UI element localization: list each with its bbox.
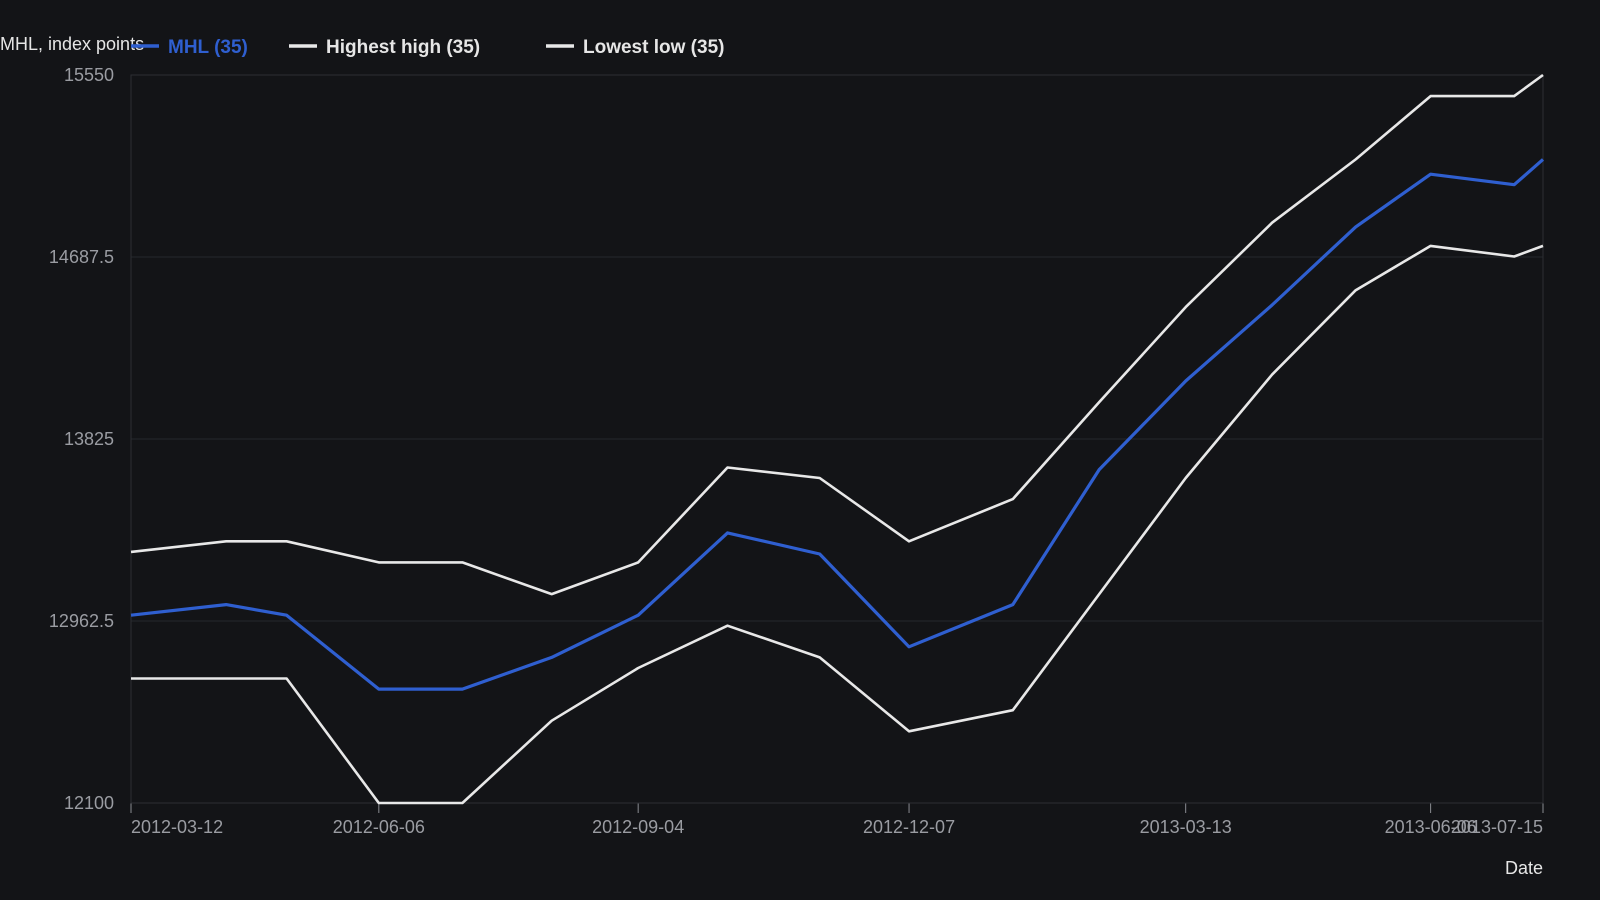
legend-label: Lowest low (35) (583, 37, 724, 58)
x-axis-title: Date (1505, 858, 1543, 878)
y-axis-ticks: 12100 12962.5 13825 14687.5 15550 (49, 65, 114, 813)
x-tick-label: 2012-12-07 (863, 817, 955, 837)
x-tick-label: 2012-09-04 (592, 817, 684, 837)
series-line-lowest-low-35 (131, 244, 1544, 805)
series-lines (130, 73, 1545, 805)
y-tick-label: 12962.5 (49, 611, 114, 631)
grid-lines (131, 74, 1543, 804)
legend-item-3[interactable]: Lowest low (35) (546, 37, 724, 58)
y-tick-label: 12100 (64, 793, 114, 813)
legend-item-1[interactable]: MHL (35) (131, 37, 248, 58)
y-tick-label: 14687.5 (49, 247, 114, 267)
y-tick-label: 13825 (64, 429, 114, 449)
x-tick-label: 2013-07-15 (1451, 817, 1543, 837)
x-axis-ticks: 2012-03-12 2012-06-06 2012-09-04 2012-12-07… (130, 803, 1544, 837)
legend-label: MHL (35) (168, 37, 248, 58)
x-tick-label: 2013-06-06 (1385, 817, 1477, 837)
y-axis-title: MHL, index points (0, 34, 144, 54)
x-tick-label: 2012-03-12 (131, 817, 223, 837)
y-tick-label: 15550 (64, 65, 114, 85)
plot-area-border (130, 74, 1544, 804)
legend[interactable]: MHL (35) Highest high (35) Lowest low (35) (131, 37, 724, 58)
series-line-mhl-35 (130, 158, 1545, 691)
series-line-highest-high-35 (130, 73, 1544, 596)
x-tick-label: 2013-03-13 (1140, 817, 1232, 837)
legend-item-2[interactable]: Highest high (35) (289, 37, 480, 58)
x-tick-label: 2012-06-06 (333, 817, 425, 837)
legend-label: Highest high (35) (326, 37, 480, 58)
